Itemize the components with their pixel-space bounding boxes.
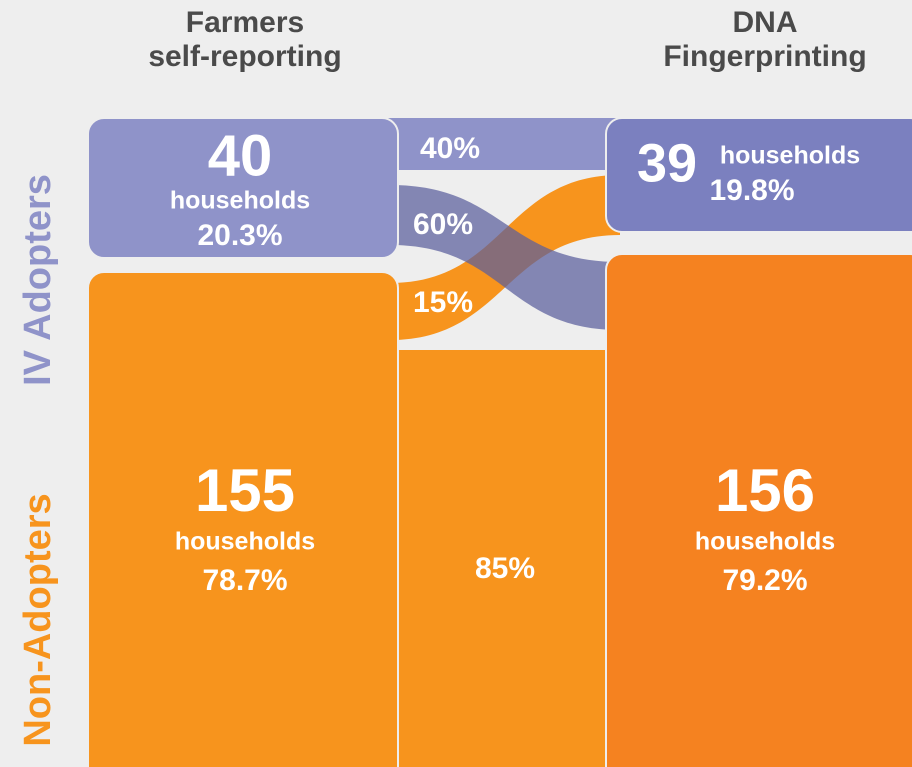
flow-band	[385, 350, 625, 767]
node-percent: 79.2%	[722, 564, 807, 597]
flow-band	[390, 185, 620, 330]
node-unit: households	[170, 187, 310, 215]
row-label: Non-Adopters	[17, 493, 59, 746]
node-box	[605, 253, 912, 767]
node-unit: households	[695, 528, 835, 556]
flow-label: 40%	[420, 132, 480, 165]
column-title: self-reporting	[148, 40, 341, 73]
flow-label: 15%	[413, 286, 473, 319]
flow-band	[385, 118, 625, 170]
column-title: Fingerprinting	[663, 40, 866, 73]
node-unit: households	[720, 142, 860, 170]
column-title: DNA	[733, 6, 798, 39]
node-percent: 20.3%	[197, 219, 282, 252]
column-title: Farmers	[186, 6, 304, 39]
node-percent: 19.8%	[709, 174, 794, 207]
node-box	[87, 117, 399, 259]
node-box	[605, 117, 912, 233]
node-percent: 78.7%	[202, 564, 287, 597]
node-unit: households	[175, 528, 315, 556]
node-count: 156	[715, 457, 815, 524]
node-count: 39	[637, 133, 697, 193]
row-label: IV Adopters	[17, 174, 59, 386]
node-count: 40	[208, 123, 273, 188]
node-count: 155	[195, 457, 295, 524]
node-box	[87, 271, 399, 767]
flow-label: 85%	[475, 552, 535, 585]
flow-label: 60%	[413, 208, 473, 241]
